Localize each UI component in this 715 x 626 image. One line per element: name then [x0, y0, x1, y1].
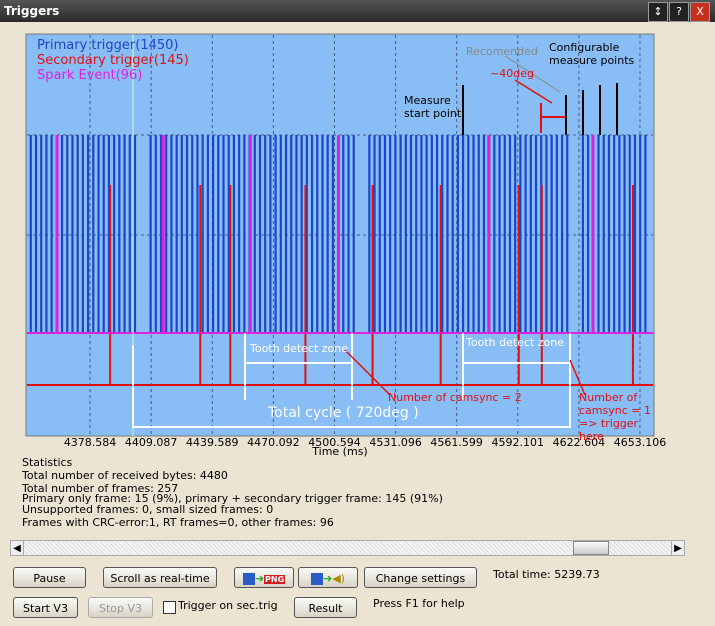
checkbox-label[interactable]: Trigger on sec.trig: [178, 599, 278, 612]
stat-line: Unsupported frames: 0, small sized frame…: [22, 503, 274, 516]
help-button[interactable]: ?: [669, 2, 689, 22]
x-tick-label: 4409.087: [125, 436, 178, 449]
chart: Time (ms) 4378.584 4409.087 4439.589 4470.0…: [25, 33, 667, 458]
pointer: [504, 55, 561, 93]
annotation: Tooth detect zone: [466, 336, 565, 349]
stop-button: Stop V3: [88, 597, 153, 618]
close-button[interactable]: X: [690, 2, 710, 22]
x-tick-label: 4439.589: [186, 436, 239, 449]
stat-heading: Statistics: [22, 456, 73, 469]
x-tick-label: 4653.106: [614, 436, 667, 449]
annotation: Number of camsync = 2: [388, 391, 522, 404]
stat-line: Frames with CRC-error:1, RT frames=0, ot…: [22, 516, 334, 529]
legend-entry: Primary trigger(1450): [37, 38, 179, 53]
annotation: Configurable measure points: [549, 41, 635, 67]
total-time: Total time: 5239.73: [493, 568, 600, 581]
x-tick-label: 4500.594: [308, 436, 361, 449]
overlay: [132, 34, 618, 436]
scroll-right[interactable]: ▶: [671, 540, 685, 556]
scroll-button[interactable]: Scroll as real-time: [103, 567, 217, 588]
window-title: Triggers: [4, 4, 60, 18]
png-icon-label: PNG: [264, 575, 286, 584]
legend-entry: Spark Event(96): [37, 68, 143, 83]
stat-line: Total number of frames: 257: [22, 482, 179, 495]
start-button[interactable]: Start V3: [13, 597, 78, 618]
stat-line: Primary only frame: 15 (9%), primary + s…: [22, 492, 443, 505]
annotation: Number of camsync = 1 => trigger here: [579, 391, 651, 443]
pointer: [514, 79, 553, 104]
legend: Primary trigger(1450) Secondary trigger(1…: [37, 38, 189, 83]
pointer: [569, 359, 586, 396]
annotation: Tooth detect zone: [250, 342, 349, 355]
annotation: Total cycle ( 720deg ): [268, 405, 419, 421]
pause-button[interactable]: Pause: [13, 567, 86, 588]
result-button[interactable]: Result: [294, 597, 357, 618]
x-tick-label: 4378.584: [64, 436, 117, 449]
pointer: [344, 349, 391, 396]
x-tick-label: 4470.092: [247, 436, 300, 449]
x-tick-label: 4561.599: [430, 436, 483, 449]
checkbox[interactable]: [163, 601, 176, 614]
scroll-left[interactable]: ◀: [10, 540, 24, 556]
annotation: Measure start point: [404, 94, 462, 120]
x-tick-label: 4622.604: [553, 436, 606, 449]
pin-button[interactable]: ↕: [648, 2, 668, 22]
x-tick-label: 4592.101: [492, 436, 545, 449]
help-text: Press F1 for help: [373, 597, 465, 610]
title-bar: Triggers: [0, 0, 715, 22]
change-settings-button[interactable]: Change settings: [364, 567, 477, 588]
x-axis-label: Time (ms): [311, 445, 367, 458]
x-tick-label: 4531.096: [369, 436, 422, 449]
save-png-button[interactable]: ➔PNG: [234, 567, 294, 588]
scroll-thumb[interactable]: [573, 541, 609, 555]
stat-line: Total number of received bytes: 4480: [22, 469, 228, 482]
legend-entry: Secondary trigger(145): [37, 53, 189, 68]
annotation: ~40deg: [490, 67, 534, 80]
annotation: Recomended: [466, 45, 538, 58]
total-cycle-bracket: [132, 333, 571, 428]
save-sound-button[interactable]: ➔◀): [298, 567, 358, 588]
